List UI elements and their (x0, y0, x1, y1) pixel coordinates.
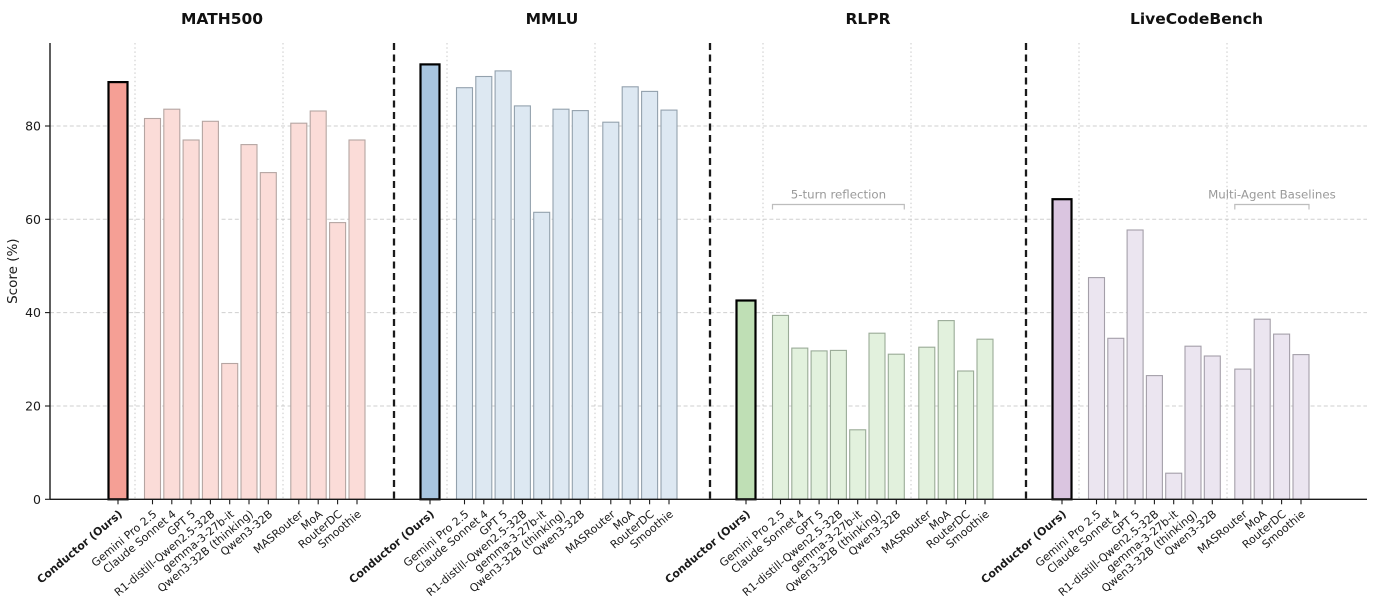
bar-claude-sonnet-4-livecodebench (1107, 337, 1125, 500)
bar-claude-sonnet-4-mmlu (475, 75, 493, 500)
bar-routerdc-mmlu (641, 90, 659, 500)
bar-moa-mmlu (621, 86, 639, 500)
bar-moa-rlpr (937, 320, 955, 500)
bar-gpt-5-math500 (182, 139, 200, 500)
y-axis-label: Score (%) (5, 238, 21, 303)
bar-r1-distill-qwen2-5-32b-livecodebench (1145, 375, 1163, 500)
y-tick-label-80: 80 (25, 119, 41, 134)
bar-masrouter-mmlu (602, 121, 620, 500)
bar-masrouter-math500 (290, 122, 308, 500)
y-tick-label-60: 60 (25, 212, 41, 227)
bar-routerdc-math500 (329, 222, 347, 500)
bar-gemini-pro-2-5-livecodebench (1087, 277, 1106, 500)
panel-title-mmlu: MMLU (526, 10, 579, 28)
panel-title-math500: MATH500 (181, 10, 263, 28)
bar-conductor-ours-math500 (107, 80, 129, 501)
panel-title-livecodebench: LiveCodeBench (1130, 10, 1263, 28)
bar-smoothie-rlpr (976, 338, 994, 500)
annotation-bracket (771, 203, 905, 210)
bar-gemini-pro-2-5-rlpr (771, 314, 790, 500)
bar-smoothie-mmlu (660, 109, 678, 500)
bar-qwen3-32b-thinking-mmlu (552, 108, 570, 500)
bar-qwen3-32b-rlpr (887, 353, 905, 500)
bar-qwen3-32b-math500 (259, 172, 277, 500)
bar-r1-distill-qwen2-5-32b-rlpr (829, 349, 847, 500)
bar-gemma-3-27b-it-livecodebench (1165, 472, 1183, 500)
bar-r1-distill-qwen2-5-32b-math500 (201, 120, 219, 500)
bar-routerdc-rlpr (957, 370, 975, 500)
annotation-label: Multi-Agent Baselines (1208, 188, 1336, 202)
bar-r1-distill-qwen2-5-32b-mmlu (513, 105, 531, 500)
bar-gemini-pro-2-5-mmlu (455, 87, 474, 500)
bar-qwen3-32b-mmlu (571, 110, 589, 500)
bar-gemma-3-27b-it-mmlu (533, 211, 551, 500)
y-tick-label-40: 40 (25, 305, 41, 320)
bar-qwen3-32b-livecodebench (1203, 355, 1221, 500)
annotation-bracket (1234, 203, 1310, 210)
panel-title-rlpr: RLPR (845, 10, 890, 28)
bar-masrouter-rlpr (918, 346, 936, 500)
bar-routerdc-livecodebench (1273, 333, 1291, 500)
annotation-label: 5-turn reflection (791, 188, 886, 202)
bar-qwen3-32b-thinking-livecodebench (1184, 345, 1202, 500)
bar-masrouter-livecodebench (1234, 368, 1252, 500)
bar-smoothie-livecodebench (1292, 354, 1310, 500)
bar-gpt-5-rlpr (810, 350, 828, 500)
y-tick-label-20: 20 (25, 399, 41, 414)
bar-gpt-5-mmlu (494, 70, 512, 500)
bar-conductor-ours-livecodebench (1051, 198, 1073, 501)
bar-claude-sonnet-4-rlpr (791, 347, 809, 500)
bar-gemma-3-27b-it-math500 (221, 362, 239, 500)
bar-gemma-3-27b-it-rlpr (849, 429, 867, 500)
bar-claude-sonnet-4-math500 (163, 108, 181, 500)
bar-qwen3-32b-thinking-math500 (240, 144, 258, 500)
bar-gemini-pro-2-5-math500 (143, 117, 162, 500)
bar-qwen3-32b-thinking-rlpr (868, 332, 886, 500)
bar-gpt-5-livecodebench (1126, 229, 1144, 500)
bar-moa-livecodebench (1253, 318, 1271, 500)
bar-conductor-ours-rlpr (735, 299, 757, 501)
y-tick-label-0: 0 (33, 492, 41, 507)
bar-smoothie-math500 (348, 139, 366, 500)
bar-moa-math500 (309, 110, 327, 500)
bar-conductor-ours-mmlu (419, 63, 441, 501)
